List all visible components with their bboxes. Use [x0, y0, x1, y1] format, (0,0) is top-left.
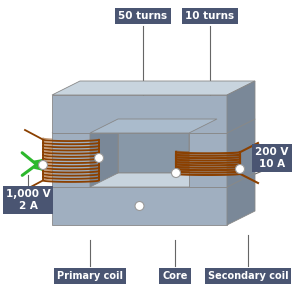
Polygon shape	[52, 173, 255, 187]
Polygon shape	[90, 119, 118, 187]
Polygon shape	[52, 119, 118, 133]
Circle shape	[95, 153, 103, 162]
Circle shape	[171, 168, 181, 177]
Circle shape	[135, 201, 144, 210]
Text: Secondary coil: Secondary coil	[208, 271, 288, 281]
Polygon shape	[118, 119, 217, 173]
Text: 1,000 V
2 A: 1,000 V 2 A	[6, 189, 50, 211]
Polygon shape	[189, 119, 255, 133]
Polygon shape	[227, 81, 255, 133]
Polygon shape	[227, 173, 255, 225]
Polygon shape	[227, 119, 255, 187]
Polygon shape	[52, 81, 255, 95]
Polygon shape	[189, 133, 227, 187]
Text: 50 turns: 50 turns	[119, 11, 168, 21]
Circle shape	[39, 160, 47, 170]
Text: 200 V
10 A: 200 V 10 A	[255, 147, 289, 169]
Polygon shape	[189, 119, 217, 187]
Polygon shape	[52, 187, 227, 225]
Text: Primary coil: Primary coil	[57, 271, 123, 281]
Polygon shape	[52, 133, 90, 187]
Circle shape	[236, 164, 244, 173]
Text: Core: Core	[162, 271, 188, 281]
Text: 10 turns: 10 turns	[185, 11, 235, 21]
Polygon shape	[52, 95, 227, 133]
Polygon shape	[90, 119, 217, 133]
Polygon shape	[90, 119, 118, 187]
Polygon shape	[90, 173, 217, 187]
